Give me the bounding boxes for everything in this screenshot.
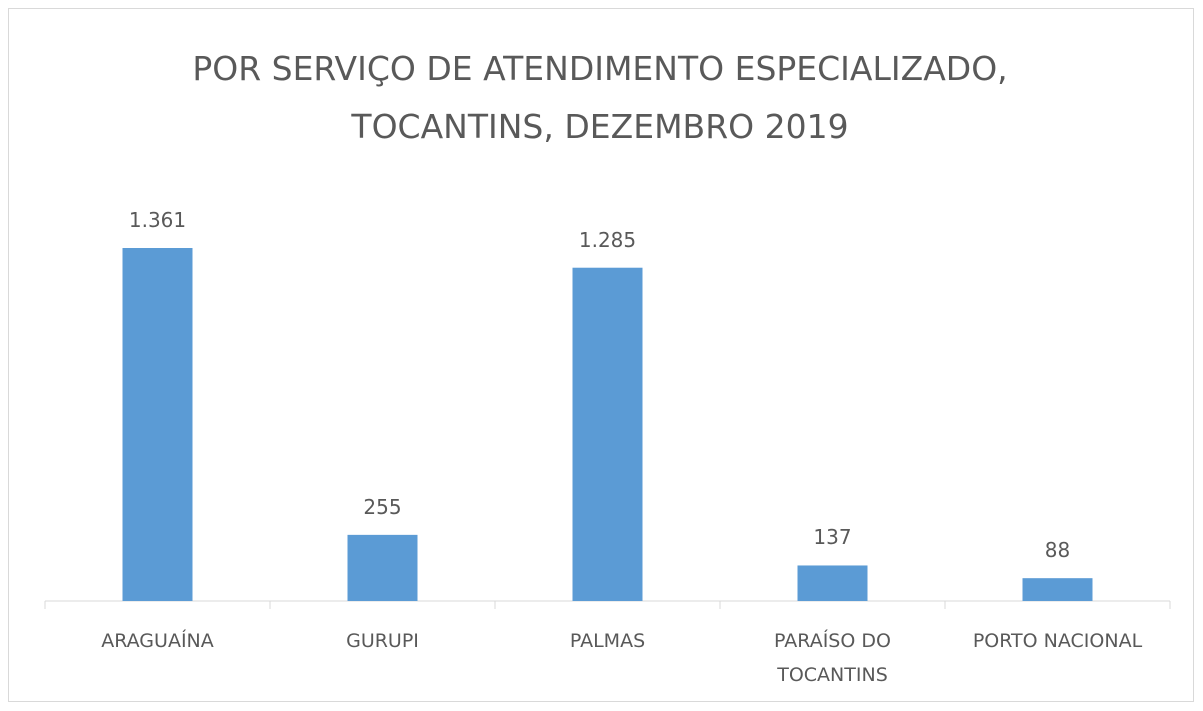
bar bbox=[1022, 578, 1093, 601]
chart-border bbox=[8, 8, 1194, 702]
x-tick-label: GURUPI bbox=[346, 630, 419, 652]
bar bbox=[122, 248, 193, 601]
chart-title: POR SERVIÇO DE ATENDIMENTO ESPECIALIZADO… bbox=[192, 49, 1008, 146]
data-label: 88 bbox=[1044, 538, 1071, 563]
x-tick-label: ARAGUAÍNA bbox=[101, 630, 214, 652]
bar bbox=[572, 267, 643, 601]
data-label: 1.361 bbox=[128, 208, 187, 232]
bar bbox=[347, 534, 418, 601]
data-label: 137 bbox=[813, 525, 852, 550]
bar bbox=[797, 565, 868, 601]
data-label: 1.285 bbox=[578, 227, 637, 252]
x-tick-label: PALMAS bbox=[569, 630, 646, 652]
x-tick-label: PORTO NACIONAL bbox=[972, 630, 1143, 652]
x-tick-label: PARAÍSO DO TOCANTINS bbox=[774, 630, 891, 686]
data-label: 255 bbox=[363, 494, 402, 519]
